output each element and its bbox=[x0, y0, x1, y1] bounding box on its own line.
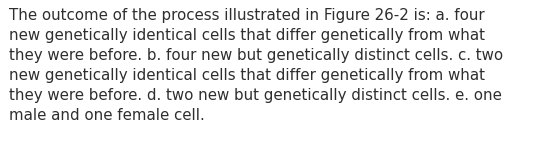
Text: The outcome of the process illustrated in Figure 26-2 is: a. four
new geneticall: The outcome of the process illustrated i… bbox=[9, 8, 503, 123]
